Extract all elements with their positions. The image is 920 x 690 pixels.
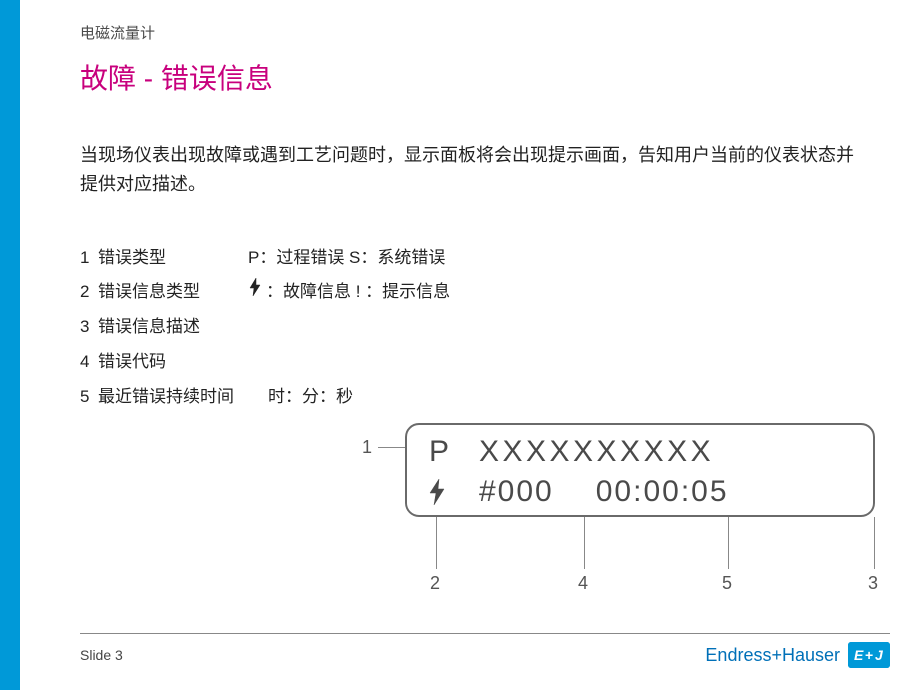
list-num: 3	[80, 310, 98, 345]
display-line-2: #000 00:00:05	[427, 475, 729, 509]
slide-number: Slide 3	[80, 647, 123, 663]
list-desc: 时：分：秒	[268, 380, 353, 415]
display-error-code: #000	[479, 475, 554, 509]
slide-footer: Slide 3 Endress+Hauser E + J	[80, 633, 890, 668]
slide-title: 故障 - 错误信息	[80, 57, 880, 97]
list-label: 错误信息类型	[98, 275, 248, 310]
callout-1: 1	[362, 437, 372, 458]
list-num: 4	[80, 345, 98, 380]
svg-text:+: +	[865, 647, 873, 663]
callout-line	[584, 517, 585, 569]
callout-line	[728, 517, 729, 569]
display-error-time: 00:00:05	[596, 475, 729, 509]
logo-badge: E + J	[848, 642, 890, 668]
display-panel: P XXXXXXXXXX #000 00:00:05	[405, 423, 875, 517]
intro-paragraph: 当现场仪表出现故障或遇到工艺问题时，显示面板将会出现提示画面，告知用户当前的仪表…	[80, 141, 860, 199]
list-item: 4 错误代码	[80, 345, 880, 380]
slide-content: 电磁流量计 故障 - 错误信息 当现场仪表出现故障或遇到工艺问题时，显示面板将会…	[80, 22, 880, 415]
company-logo: Endress+Hauser E + J	[705, 642, 890, 668]
logo-text: Endress+Hauser	[705, 645, 840, 666]
list-item: 5 最近错误持续时间 时：分：秒	[80, 380, 880, 415]
list-label: 错误代码	[98, 345, 248, 380]
list-desc: P：过程错误 S：系统错误	[248, 241, 445, 276]
slide-subtitle: 电磁流量计	[80, 22, 880, 43]
callout-2: 2	[430, 573, 440, 594]
list-desc-text: ：故障信息 ! ：提示信息	[266, 275, 450, 310]
list-item: 2 错误信息类型 ：故障信息 ! ：提示信息	[80, 275, 880, 310]
list-num: 2	[80, 275, 98, 310]
bolt-icon	[427, 478, 479, 506]
list-label: 最近错误持续时间	[98, 380, 268, 415]
error-key-list: 1 错误类型 P：过程错误 S：系统错误 2 错误信息类型 ：故障信息 ! ：提…	[80, 241, 880, 415]
display-error-desc: XXXXXXXXXX	[479, 435, 714, 469]
list-num: 1	[80, 241, 98, 276]
list-item: 3 错误信息描述	[80, 310, 880, 345]
side-blue-bar	[0, 0, 20, 690]
callout-4: 4	[578, 573, 588, 594]
callout-3: 3	[868, 573, 878, 594]
display-line-1: P XXXXXXXXXX	[429, 435, 714, 469]
display-diagram: 1 P XXXXXXXXXX #000 00:00:05 2 4 5 3	[330, 423, 890, 603]
list-item: 1 错误类型 P：过程错误 S：系统错误	[80, 241, 880, 276]
bolt-icon	[248, 275, 262, 310]
callout-line	[436, 517, 437, 569]
callout-line	[378, 447, 405, 448]
svg-text:E: E	[854, 647, 864, 663]
display-error-type: P	[429, 435, 479, 469]
callout-line	[874, 517, 875, 569]
callout-5: 5	[722, 573, 732, 594]
list-label: 错误信息描述	[98, 310, 248, 345]
list-desc: ：故障信息 ! ：提示信息	[248, 275, 450, 310]
list-num: 5	[80, 380, 98, 415]
svg-text:J: J	[875, 647, 884, 663]
list-label: 错误类型	[98, 241, 248, 276]
